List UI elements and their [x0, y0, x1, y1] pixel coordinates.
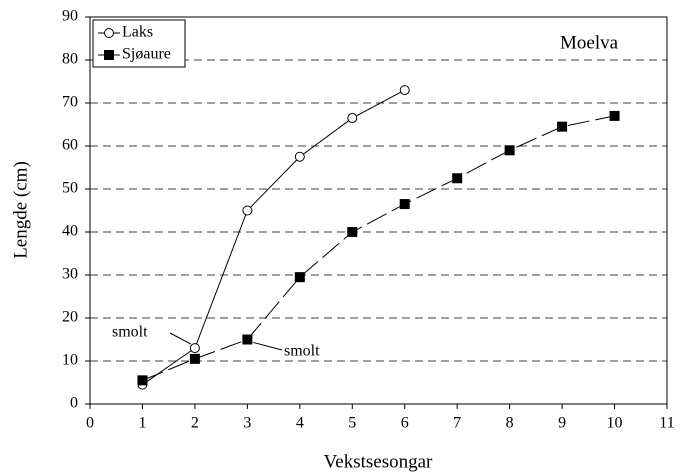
x-tick-label: 9: [558, 415, 566, 432]
annotation: smolt: [112, 324, 148, 341]
marker: [189, 353, 200, 364]
x-tick-label: 5: [348, 415, 356, 432]
marker: [399, 85, 410, 96]
marker: [504, 145, 515, 156]
marker: [452, 173, 463, 184]
y-tick-label: 60: [62, 137, 78, 154]
series-line: [142, 89, 405, 386]
leader-line: [253, 342, 283, 351]
x-tick-label: 8: [506, 415, 514, 432]
legend-marker: [104, 28, 114, 38]
x-tick-label: 7: [453, 415, 461, 432]
marker: [347, 113, 358, 124]
leader-line: [169, 332, 192, 345]
plot-frame: [89, 16, 668, 405]
x-tick-label: 11: [659, 415, 674, 432]
y-tick-label: 80: [62, 51, 78, 68]
annotation: smolt: [284, 343, 320, 360]
marker: [399, 199, 410, 210]
y-tick-label: 50: [62, 180, 78, 197]
annotation: Moelva: [560, 32, 619, 53]
marker: [347, 227, 358, 237]
y-tick-label: 90: [62, 8, 78, 25]
x-tick-label: 6: [401, 415, 409, 432]
y-tick-label: 30: [62, 266, 78, 283]
marker: [609, 110, 620, 121]
marker: [137, 375, 148, 386]
x-tick-label: 2: [191, 415, 199, 432]
y-tick-label: 70: [62, 94, 78, 111]
y-axis-label: Lengde (cm): [10, 161, 31, 259]
x-tick-label: 3: [243, 415, 251, 432]
marker: [557, 121, 568, 132]
x-tick-label: 0: [86, 415, 94, 432]
x-tick-label: 1: [138, 415, 146, 432]
x-axis-label: Vekstsesongar: [324, 451, 433, 472]
y-tick-label: 10: [62, 352, 78, 369]
legend-label: Laks: [122, 24, 153, 41]
marker: [189, 343, 200, 354]
series-line: [142, 115, 615, 381]
y-tick-label: 0: [70, 395, 78, 412]
legend-marker: [104, 50, 114, 60]
x-tick-label: 4: [296, 415, 304, 432]
marker: [242, 205, 253, 216]
marker: [294, 272, 305, 283]
marker: [294, 151, 305, 162]
y-tick-label: 40: [62, 223, 78, 240]
legend-label: Sjøaure: [122, 46, 171, 63]
marker: [242, 334, 253, 345]
y-tick-label: 20: [62, 309, 78, 326]
x-tick-label: 10: [607, 415, 623, 432]
